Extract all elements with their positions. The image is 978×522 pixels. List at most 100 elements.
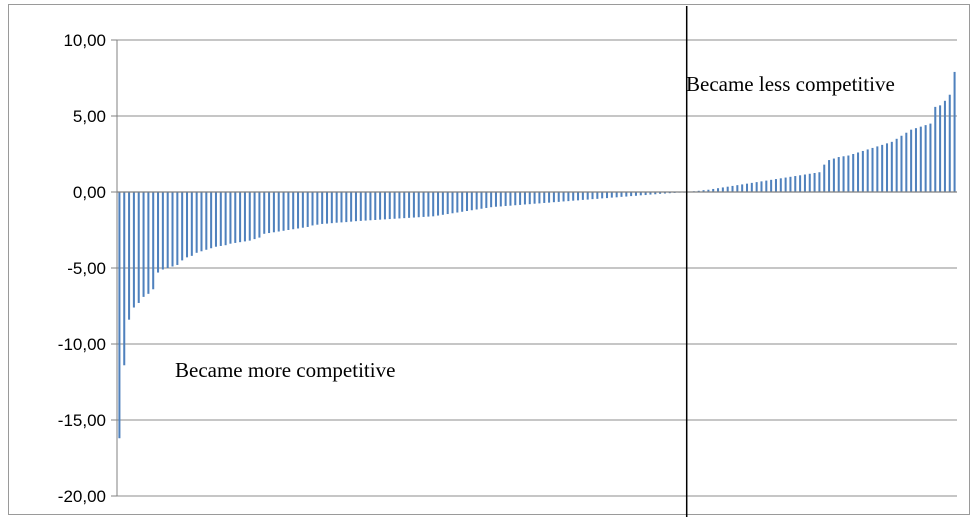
bar (350, 192, 353, 222)
bar (929, 123, 932, 192)
bars (118, 71, 956, 439)
bar (364, 192, 367, 221)
bar (813, 173, 816, 192)
bar (437, 192, 440, 216)
bar (620, 192, 623, 197)
bar (200, 192, 203, 252)
bar (890, 141, 893, 192)
bar (475, 192, 478, 210)
bar (224, 192, 227, 246)
y-tick-label: -5,00 (67, 259, 106, 278)
bar (919, 126, 922, 192)
bar (533, 192, 536, 204)
bar (253, 192, 256, 240)
bar (625, 192, 628, 197)
bar (567, 192, 570, 202)
bar (857, 152, 860, 192)
bar (432, 192, 435, 217)
bar (504, 192, 507, 206)
bar (219, 192, 222, 246)
bar (591, 192, 594, 200)
bar (509, 192, 512, 206)
bar (615, 192, 618, 198)
bar (142, 192, 145, 297)
bar (905, 132, 908, 192)
bar (325, 192, 329, 224)
bar (292, 192, 295, 230)
bar (441, 192, 444, 215)
bar (876, 146, 879, 192)
bar (577, 192, 580, 201)
bar (214, 192, 217, 247)
bar (263, 192, 266, 234)
bar (847, 155, 850, 192)
bar (784, 177, 787, 192)
bar (205, 192, 208, 250)
bar (538, 192, 541, 204)
annotation-less-competitive: Became less competitive (686, 72, 895, 96)
bar (123, 192, 126, 366)
bar (383, 192, 386, 220)
bar (596, 192, 599, 199)
bar (702, 190, 705, 192)
bar (668, 192, 671, 194)
bar (808, 173, 811, 192)
bar (630, 192, 633, 197)
bar (494, 192, 497, 207)
bar (552, 192, 555, 203)
bar (514, 192, 517, 206)
bar (321, 192, 324, 224)
bar (731, 185, 734, 192)
bar (272, 192, 275, 233)
bar (861, 150, 864, 192)
bar (166, 192, 169, 268)
bar (885, 143, 889, 192)
bar (190, 192, 193, 256)
bar (924, 125, 927, 192)
bar (369, 192, 372, 221)
bar (446, 192, 449, 215)
bar (953, 71, 956, 192)
bar (311, 192, 314, 226)
bar (118, 192, 121, 439)
bar (427, 192, 430, 217)
y-tick-label: -10,00 (58, 335, 106, 354)
bar (379, 192, 382, 220)
bar (755, 182, 758, 192)
bar (557, 192, 560, 202)
bar (277, 192, 280, 232)
bar (586, 192, 589, 200)
bar (480, 192, 483, 209)
y-tick-label: -20,00 (58, 487, 106, 506)
bar (176, 192, 179, 265)
bar (137, 192, 140, 303)
bar (330, 192, 333, 224)
bar (297, 192, 300, 229)
bar (659, 192, 662, 194)
bar (828, 160, 831, 192)
bar (779, 178, 782, 192)
bar (707, 189, 710, 192)
bar (248, 192, 251, 241)
bar (837, 157, 840, 192)
bar (470, 192, 473, 211)
bar (712, 188, 715, 192)
bar (345, 192, 348, 223)
bar (417, 192, 420, 218)
bar (866, 149, 869, 192)
bar (697, 190, 700, 192)
bar (914, 128, 917, 192)
bar (823, 164, 826, 192)
bar (939, 105, 942, 192)
bar (789, 176, 792, 192)
bar (910, 129, 913, 192)
bar (403, 192, 406, 219)
bar (374, 192, 377, 220)
bar (726, 186, 729, 192)
bar (943, 100, 946, 192)
bar (210, 192, 213, 249)
bar (461, 192, 464, 212)
bar (147, 192, 150, 294)
bar (750, 182, 753, 192)
